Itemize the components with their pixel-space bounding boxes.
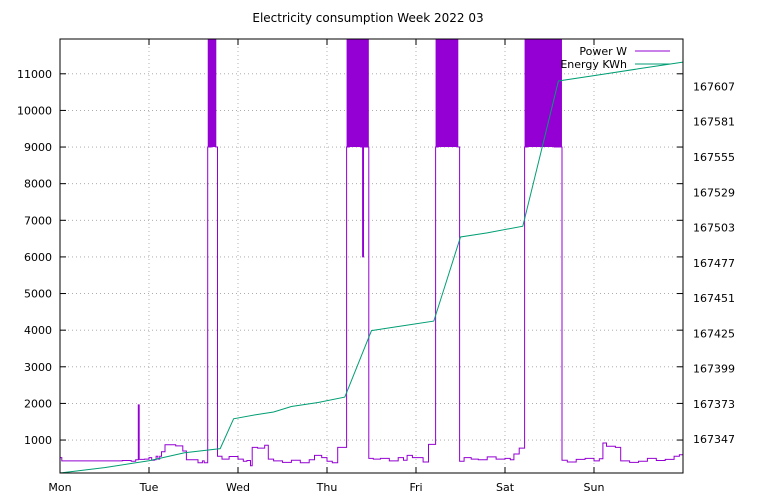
y-left-axis: 1000 2000 3000 4000 5000 6000 7000 8000 9000 1000… (17, 68, 66, 447)
power-high-block (435, 39, 458, 148)
y-left-tick-label: 5000 (24, 288, 52, 301)
power-series-line (60, 38, 684, 467)
y-right-tick-label: 167399 (693, 363, 735, 376)
y-left-tick-label: 1000 (24, 434, 52, 447)
y-left-tick-label: 6000 (24, 251, 52, 264)
grid (60, 39, 683, 473)
legend: Power W Energy KWh (560, 45, 670, 71)
y-right-tick-label: 167503 (693, 222, 735, 235)
x-tick-label: Fri (409, 481, 422, 494)
y-right-tick-label: 167451 (693, 292, 735, 305)
y-left-tick-label: 3000 (24, 361, 52, 374)
y-left-tick-label: 7000 (24, 214, 52, 227)
y-right-tick-label: 167477 (693, 257, 735, 270)
x-tick-label: Thu (316, 481, 338, 494)
y-left-tick-label: 9000 (24, 141, 52, 154)
x-axis: Mon Tue Wed Thu Fri Sat Sun (48, 39, 604, 494)
y-right-axis: 167347 167373 167399 167425 167451 167477 1675… (677, 73, 735, 446)
y-right-tick-label: 167607 (693, 80, 735, 93)
y-left-tick-label: 11000 (17, 68, 52, 81)
power-high-block (346, 39, 369, 148)
y-right-tick-label: 167581 (693, 116, 735, 129)
power-high-block (524, 39, 562, 148)
legend-energy-label: Energy KWh (560, 58, 627, 71)
y-right-tick-label: 167347 (693, 433, 735, 446)
y-right-tick-label: 167555 (693, 151, 735, 164)
y-left-tick-label: 2000 (24, 397, 52, 410)
x-tick-label: Sat (496, 481, 515, 494)
energy-series-line (59, 61, 684, 474)
y-right-tick-label: 167529 (693, 186, 735, 199)
x-tick-label: Wed (226, 481, 250, 494)
power-high-block (207, 39, 216, 148)
x-tick-label: Sun (584, 481, 605, 494)
y-right-tick-label: 167425 (693, 327, 735, 340)
x-tick-label: Mon (48, 481, 71, 494)
plot-area (59, 38, 684, 474)
y-left-tick-label: 10000 (17, 104, 52, 117)
y-right-tick-label: 167373 (693, 398, 735, 411)
x-tick-label: Tue (139, 481, 159, 494)
plot-border (59, 38, 684, 474)
y-left-tick-label: 4000 (24, 324, 52, 337)
y-left-tick-label: 8000 (24, 178, 52, 191)
chart-title: Electricity consumption Week 2022 03 (252, 11, 483, 25)
legend-power-label: Power W (579, 45, 627, 58)
